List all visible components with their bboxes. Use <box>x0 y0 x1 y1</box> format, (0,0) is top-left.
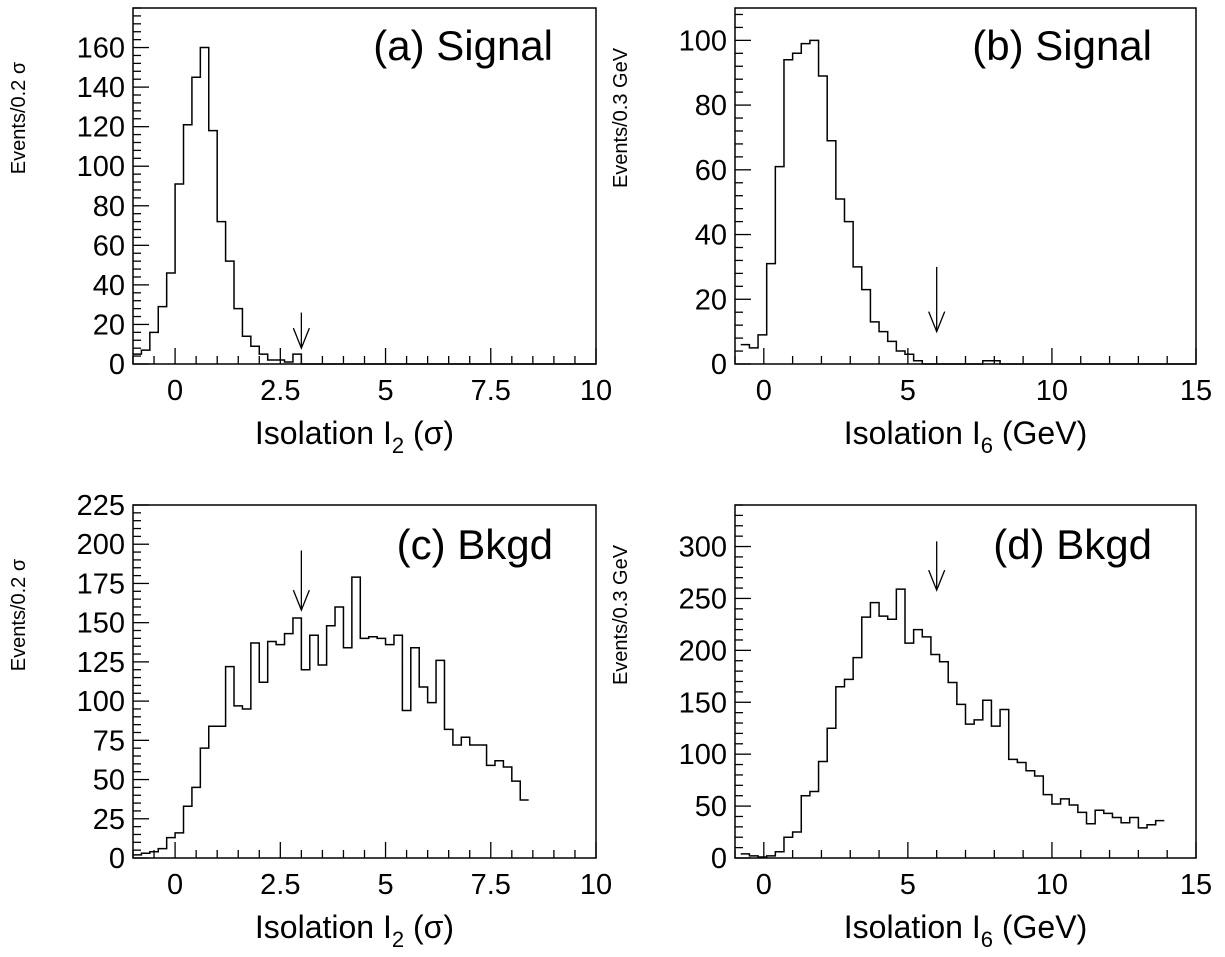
x-axis-label: Isolation I2 (σ) <box>255 909 454 952</box>
y-tick-label: 50 <box>93 765 125 797</box>
x-axis-label: Isolation I6 (GeV) <box>844 415 1087 458</box>
y-tick-label: 0 <box>711 843 727 875</box>
cut-arrow-head <box>292 327 310 350</box>
x-tick-label: 10 <box>1036 869 1068 901</box>
x-tick-label: 5 <box>900 869 916 901</box>
y-tick-label: 75 <box>93 725 125 757</box>
x-tick-label: 7.5 <box>471 375 511 407</box>
y-tick-label: 225 <box>77 490 125 522</box>
y-tick-label: 40 <box>695 220 727 252</box>
x-axis-label: Isolation I6 (GeV) <box>844 909 1087 952</box>
y-tick-label: 60 <box>695 155 727 187</box>
y-tick-label: 20 <box>695 284 727 316</box>
y-tick-label: 160 <box>77 33 125 65</box>
y-tick-label: 50 <box>695 791 727 823</box>
histogram-line <box>740 39 1196 365</box>
y-tick-label: 0 <box>109 349 125 381</box>
y-tick-label: 25 <box>93 804 125 836</box>
x-tick-label: 0 <box>756 375 772 407</box>
cut-arrow-head <box>928 311 946 334</box>
x-tick-label: 0 <box>167 375 183 407</box>
x-tick-label: 10 <box>580 375 612 407</box>
x-axis-label: Isolation I2 (σ) <box>255 415 454 458</box>
y-axis-label: Events/0.3 GeV <box>610 47 632 188</box>
histogram-line <box>740 588 1165 858</box>
x-tick-label: 0 <box>756 869 772 901</box>
y-tick-label: 60 <box>93 230 125 262</box>
y-tick-label: 120 <box>77 112 125 144</box>
y-tick-label: 150 <box>679 687 727 719</box>
y-tick-label: 100 <box>679 739 727 771</box>
y-tick-label: 0 <box>711 349 727 381</box>
panel-title: (b) Signal <box>972 22 1152 69</box>
y-tick-label: 200 <box>77 529 125 561</box>
y-axis-label: Events/0.3 GeV <box>610 544 632 685</box>
y-tick-label: 150 <box>77 608 125 640</box>
y-tick-label: 125 <box>77 647 125 679</box>
x-tick-label: 7.5 <box>471 869 511 901</box>
histogram-line <box>133 576 529 856</box>
x-tick-label: 2.5 <box>260 869 300 901</box>
x-tick-label: 2.5 <box>260 375 300 407</box>
x-tick-label: 0 <box>167 869 183 901</box>
y-tick-label: 175 <box>77 568 125 600</box>
y-tick-label: 20 <box>93 309 125 341</box>
x-tick-label: 10 <box>580 869 612 901</box>
y-tick-label: 100 <box>77 686 125 718</box>
y-tick-label: 40 <box>93 270 125 302</box>
y-tick-label: 140 <box>77 72 125 104</box>
x-tick-label: 5 <box>377 869 393 901</box>
cut-arrow-head <box>928 569 946 592</box>
y-tick-label: 80 <box>93 191 125 223</box>
histogram-line <box>133 46 596 365</box>
panel-title: (a) Signal <box>373 22 553 69</box>
panel-b: 0 5 10 15 0 20 40 60 80 100 (b) Signal Isolation I6… <box>610 7 1212 458</box>
y-axis-label: Events/0.2 σ <box>8 61 30 174</box>
panel-title: (d) Bkgd <box>993 521 1152 568</box>
cut-arrow-head <box>292 589 310 612</box>
panel-title: (c) Bkgd <box>397 521 553 568</box>
y-tick-label: 100 <box>679 25 727 57</box>
x-tick-label: 5 <box>900 375 916 407</box>
x-tick-label: 10 <box>1036 375 1068 407</box>
x-tick-label: 15 <box>1180 869 1212 901</box>
x-tick-label: 5 <box>377 375 393 407</box>
y-tick-label: 200 <box>679 635 727 667</box>
y-tick-label: 80 <box>695 90 727 122</box>
y-tick-label: 0 <box>109 843 125 875</box>
y-axis-label: Events/0.2 σ <box>8 558 30 671</box>
y-tick-label: 100 <box>77 151 125 183</box>
x-tick-label: 15 <box>1180 375 1212 407</box>
y-tick-label: 300 <box>679 532 727 564</box>
y-tick-label: 250 <box>679 583 727 615</box>
